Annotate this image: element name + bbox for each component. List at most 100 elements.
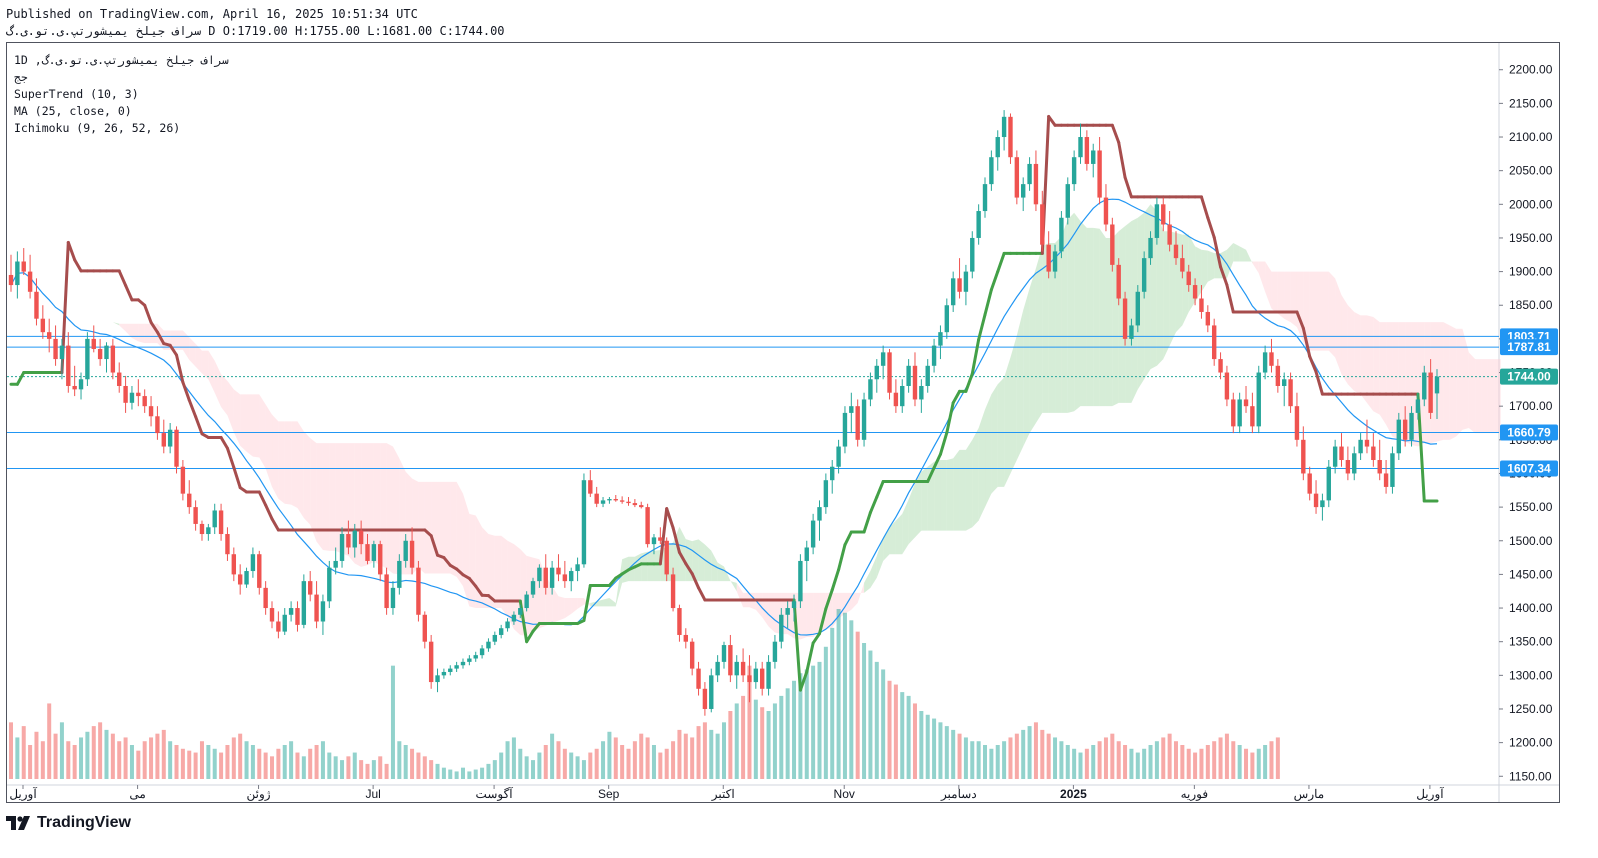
candle-body <box>199 523 205 535</box>
candle-body <box>759 668 765 689</box>
price-chart[interactable]: 2200.00 2150.00 2100.00 2050.00 2000.00 1950.… <box>7 43 1559 802</box>
volume-bar <box>951 729 956 779</box>
cloud-segment <box>844 592 852 614</box>
cloud-segment <box>316 443 323 551</box>
y-tick-label: 1400.00 <box>1509 601 1553 615</box>
x-tick-label: ژوئن <box>247 787 271 801</box>
volume-bar <box>874 661 879 779</box>
volume-bar <box>581 760 586 779</box>
candle-body <box>174 429 179 467</box>
cloud-segment <box>908 483 915 545</box>
supertrend-segment <box>1225 283 1235 314</box>
candle-body <box>1110 224 1115 265</box>
legend-symbol[interactable]: 1D ,سراف جیلخ یمیشورتپ.ی.تو.ی.گ <box>14 53 229 67</box>
volume-bar <box>486 763 491 779</box>
cloud-segment <box>246 394 253 457</box>
supertrend-segment <box>442 556 452 567</box>
volume-bar <box>1256 748 1261 779</box>
chart-frame[interactable]: 2200.00 2150.00 2100.00 2050.00 2000.00 1950.… <box>6 42 1560 803</box>
cloud-segment <box>813 592 820 637</box>
cloud-segment <box>1258 261 1266 292</box>
volume-bar <box>47 703 52 779</box>
volume-bar <box>206 745 211 779</box>
candle-body <box>314 594 319 622</box>
volume-bar <box>28 745 33 779</box>
candle-body <box>78 379 84 390</box>
candle-body <box>944 305 950 333</box>
price-label-text: 1607.34 <box>1507 462 1551 476</box>
tradingview-logo[interactable]: TradingView <box>6 814 131 832</box>
y-tick-label: 2000.00 <box>1509 197 1553 211</box>
supertrend-segment <box>194 415 204 436</box>
candle-body <box>989 157 994 185</box>
candle-body <box>1001 116 1007 138</box>
candle-body <box>441 671 447 676</box>
cloud-segment <box>1163 231 1170 360</box>
cloud-segment <box>208 350 215 393</box>
supertrend-segment <box>219 435 229 450</box>
supertrend-segment <box>525 629 535 644</box>
candle-body <box>709 675 714 709</box>
legend-supertrend[interactable]: SuperTrend (10, 3) <box>14 87 139 101</box>
cloud-segment <box>1207 250 1215 282</box>
cloud-segment <box>265 404 273 487</box>
candle-body <box>123 385 128 403</box>
x-tick-label: آوریل <box>1416 786 1444 801</box>
supertrend-segment <box>73 258 83 273</box>
candle-body <box>995 137 1000 158</box>
volume-bar <box>868 650 873 779</box>
candle-body <box>1071 157 1077 185</box>
x-tick-label: آگوست <box>476 786 514 801</box>
volume-bar <box>1135 752 1140 779</box>
candle-body <box>59 345 65 360</box>
candle-body <box>225 534 230 555</box>
candle-body <box>823 480 829 508</box>
cloud-segment <box>1475 359 1482 434</box>
volume-bar <box>893 684 898 779</box>
candle-body <box>15 261 20 286</box>
candle-body <box>1243 399 1249 407</box>
cloud-segment <box>1055 236 1062 413</box>
candle-body <box>409 540 415 568</box>
cloud-segment <box>131 323 139 342</box>
volume-bar <box>257 748 262 779</box>
cloud-segment <box>144 323 152 344</box>
legend-ichimoku[interactable]: Ichimoku (9, 26, 52, 26) <box>14 121 181 135</box>
cloud-segment <box>1373 317 1380 415</box>
candle-body <box>282 614 287 632</box>
y-tick-label: 1200.00 <box>1509 736 1553 750</box>
cloud-segment <box>1449 325 1457 440</box>
supertrend-segment <box>677 550 688 566</box>
volume-bar <box>632 741 637 779</box>
volume-bar <box>645 737 650 779</box>
cloud-segment <box>303 431 311 525</box>
candle-body <box>1173 244 1179 259</box>
candle-body <box>632 503 638 506</box>
supertrend-segment <box>926 466 936 484</box>
candle-body <box>1377 460 1382 474</box>
y-tick-label: 2050.00 <box>1509 164 1553 178</box>
candle-body <box>460 661 466 666</box>
candle-body <box>721 645 727 662</box>
volume-bar <box>1091 745 1096 779</box>
legend-ma[interactable]: MA (25, close, 0) <box>14 104 132 118</box>
supertrend-segment <box>582 584 592 622</box>
candle-body <box>747 675 752 683</box>
supertrend-segment <box>996 251 1006 274</box>
candle-body <box>1288 379 1293 407</box>
cloud-segment <box>1246 249 1253 264</box>
candle-body <box>556 567 561 575</box>
volume-bar <box>117 741 122 779</box>
candle-body <box>193 507 198 524</box>
volume-bar <box>702 722 707 779</box>
volume-bar <box>518 748 523 779</box>
volume-bar <box>1142 748 1147 779</box>
volume-bars <box>9 609 1280 779</box>
cloud-segment <box>1277 271 1285 319</box>
supertrend-segment <box>181 380 191 402</box>
volume-bar <box>473 769 478 779</box>
cloud-segment <box>634 553 642 582</box>
candle-body <box>1103 197 1109 225</box>
candle-body <box>237 574 243 585</box>
cloud-segment <box>1290 271 1297 328</box>
